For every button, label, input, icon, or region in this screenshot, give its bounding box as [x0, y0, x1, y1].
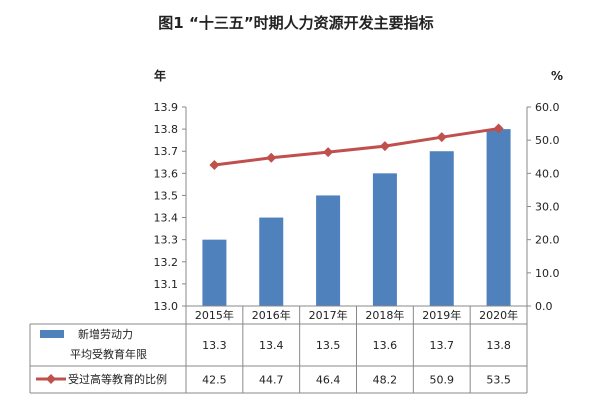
- right-tick-label: 20.0: [535, 234, 560, 247]
- left-tick-label: 13.5: [154, 189, 179, 202]
- line-value-label: 44.7: [259, 374, 284, 387]
- legend-line-label: 受过高等教育的比例: [68, 372, 167, 386]
- line-value-label: 48.2: [373, 374, 398, 387]
- axes: 13.0 13.1 13.2 13.3 13.4 13.5 13.6 13.7 13.8 13.9…: [154, 101, 560, 313]
- data-table: 2015年 13.3 42.5 2016年 13.4 44.7 2017年 13.5 46.4 2…: [29, 305, 528, 394]
- bar-value-label: 13.4: [259, 339, 284, 352]
- line-path: [214, 127, 499, 167]
- bar: [372, 173, 397, 306]
- left-tick-label: 13.3: [154, 234, 179, 247]
- right-tick-label: 0.0: [535, 300, 553, 313]
- line-point: [379, 141, 390, 152]
- left-tick-label: 13.0: [154, 300, 179, 313]
- right-tick-label: 60.0: [535, 101, 560, 114]
- left-tick-label: 13.7: [154, 145, 179, 158]
- line-value-label: 50.9: [430, 374, 455, 387]
- line-value-label: 53.5: [486, 374, 511, 387]
- left-axis-unit: 年: [154, 68, 166, 83]
- bar-value-label: 13.6: [373, 339, 398, 352]
- right-axis-unit: %: [551, 69, 563, 83]
- line-point: [493, 123, 504, 134]
- chart-title: 图1 “十三五”时期人力资源开发主要指标: [158, 14, 433, 32]
- bar: [316, 195, 341, 306]
- left-tick-label: 13.8: [154, 123, 179, 136]
- bar: [429, 151, 454, 306]
- right-tick-label: 30.0: [535, 201, 560, 214]
- right-tick-label: 50.0: [535, 134, 560, 147]
- bar-value-label: 13.7: [430, 339, 455, 352]
- right-tick-label: 10.0: [535, 267, 560, 280]
- left-tick-label: 13.9: [154, 101, 179, 114]
- category-label: 2015年: [195, 308, 234, 322]
- bar: [486, 129, 511, 306]
- category-label: 2018年: [365, 308, 404, 322]
- left-tick-label: 13.6: [154, 167, 179, 180]
- left-tick-label: 13.1: [154, 278, 179, 291]
- line-series: [209, 123, 504, 171]
- category-label: 2016年: [252, 308, 291, 322]
- left-tick-label: 13.4: [154, 212, 179, 225]
- legend-line-marker: [46, 374, 56, 384]
- bar: [259, 217, 284, 306]
- legend-bar-label-1: 新增劳动力: [78, 327, 133, 341]
- legend-bar-swatch: [40, 330, 64, 338]
- bar-series: [202, 129, 511, 306]
- bar: [202, 239, 227, 306]
- bar-value-label: 13.3: [202, 339, 227, 352]
- line-value-label: 42.5: [202, 374, 227, 387]
- category-label: 2019年: [422, 308, 461, 322]
- legend-bar-label-2: 平均受教育年限: [70, 347, 147, 361]
- category-label: 2017年: [309, 308, 348, 322]
- left-tick-label: 13.2: [154, 256, 179, 269]
- line-point: [209, 160, 220, 171]
- bar-value-label: 13.8: [486, 339, 511, 352]
- line-value-label: 46.4: [316, 374, 341, 387]
- line-point: [323, 147, 334, 158]
- category-label: 2020年: [479, 308, 518, 322]
- bar-value-label: 13.5: [316, 339, 341, 352]
- line-point: [266, 152, 277, 163]
- line-point: [436, 132, 447, 143]
- right-tick-label: 40.0: [535, 167, 560, 180]
